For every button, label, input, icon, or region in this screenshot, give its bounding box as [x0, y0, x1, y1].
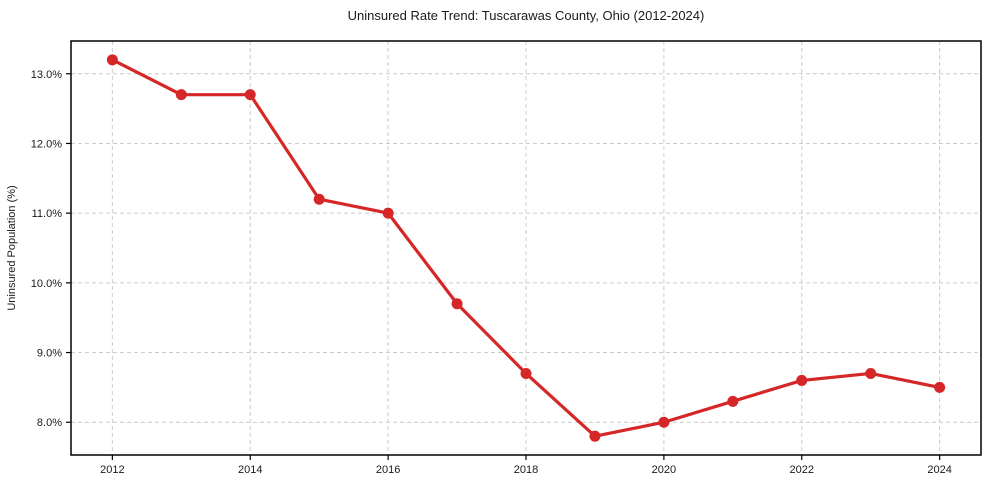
data-point [382, 207, 394, 219]
data-point [658, 416, 670, 428]
data-point [313, 193, 325, 205]
data-point [727, 395, 739, 407]
data-point [244, 89, 256, 101]
chart-title: Uninsured Rate Trend: Tuscarawas County,… [347, 8, 705, 23]
y-tick-label: 13.0% [31, 69, 62, 81]
x-tick-label: 2012 [100, 464, 124, 476]
data-point [934, 381, 946, 393]
x-tick-label: 2024 [927, 464, 951, 476]
data-point [796, 374, 808, 386]
data-point [451, 298, 463, 310]
x-tick-label: 2022 [790, 464, 814, 476]
y-tick-label: 10.0% [31, 278, 62, 290]
data-point [175, 89, 187, 101]
y-tick-label: 8.0% [37, 417, 62, 429]
y-tick-label: 11.0% [32, 208, 63, 220]
x-tick-label: 2014 [238, 464, 262, 476]
data-point [865, 367, 877, 379]
x-tick-label: 2016 [376, 464, 400, 476]
y-tick-label: 12.0% [31, 138, 62, 150]
x-tick-label: 2018 [514, 464, 538, 476]
y-axis-label: Uninsured Population (%) [6, 185, 18, 310]
data-point [106, 54, 118, 66]
x-tick-label: 2020 [652, 464, 676, 476]
y-tick-label: 9.0% [37, 348, 62, 360]
data-point [520, 367, 532, 379]
data-point [589, 430, 601, 442]
